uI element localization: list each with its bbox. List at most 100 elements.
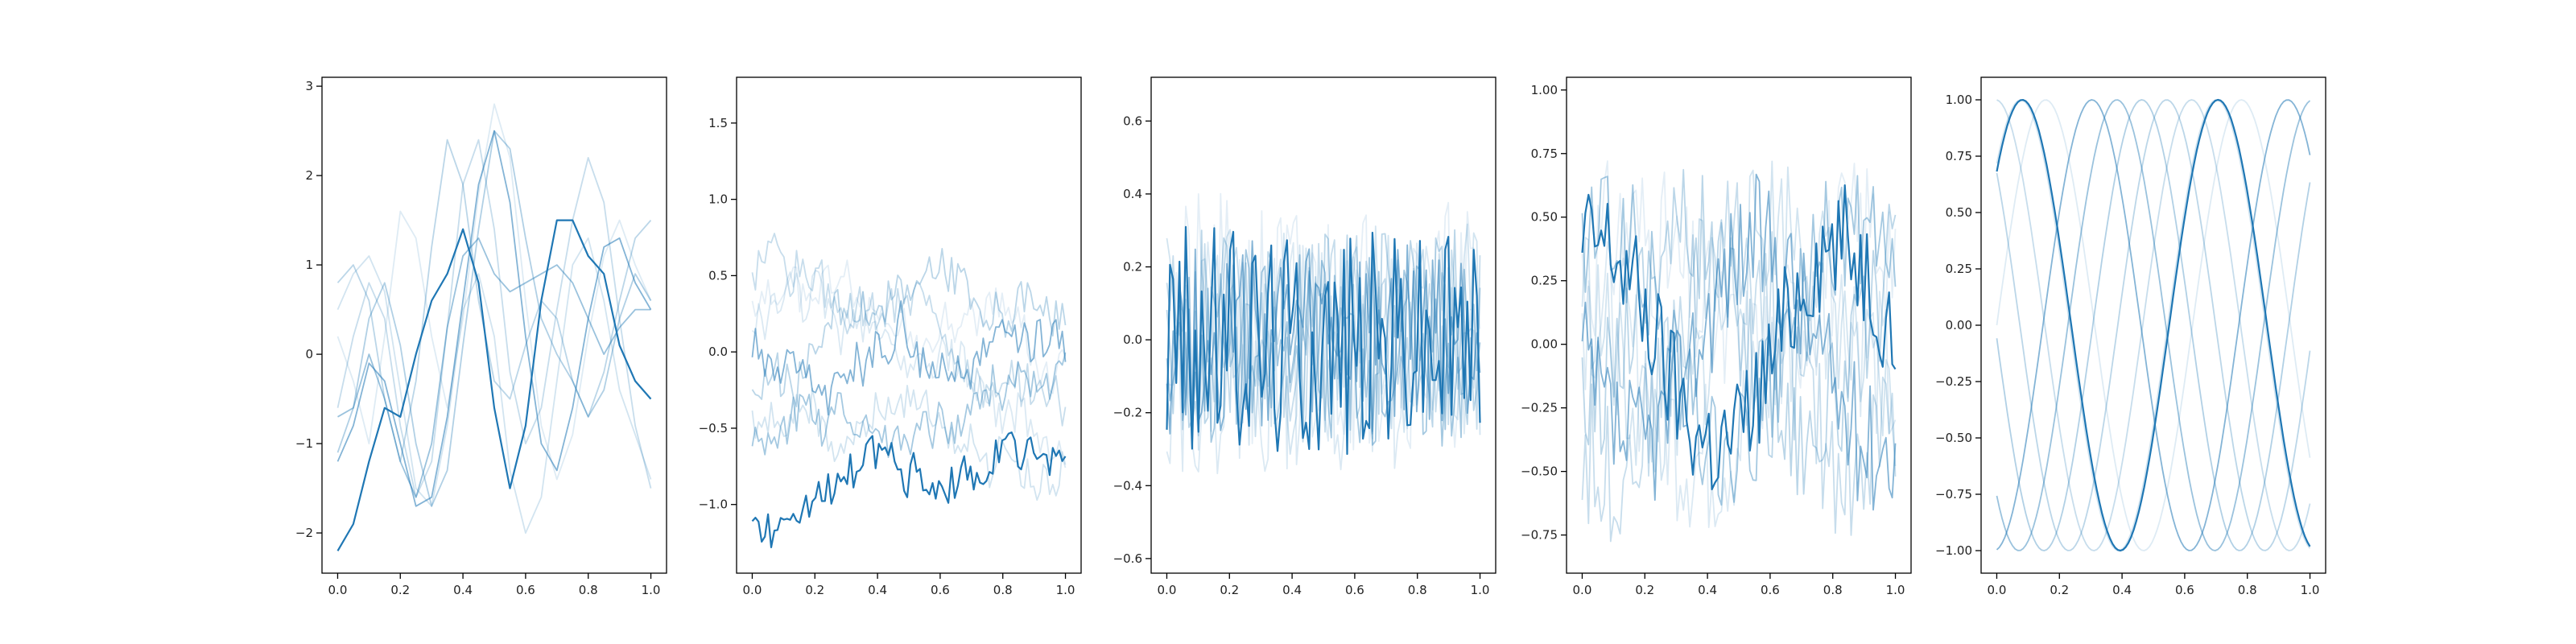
y-tick-label: 0	[305, 347, 313, 361]
x-tick-label: 0.6	[1345, 583, 1364, 597]
series-line-6	[751, 352, 1067, 458]
y-tick-label: −0.4	[1113, 478, 1142, 493]
x-tick-label: 0.2	[390, 583, 410, 597]
series-line-2	[1996, 99, 2311, 551]
series-line-1	[1581, 160, 1897, 430]
chart-panel-1: 0.0 0.2 0.4 0.6 0.8 1.0 −2 −1 0 1 2 3	[295, 76, 667, 597]
y-tick-label: −0.2	[1113, 406, 1142, 420]
y-tick-label: 0.6	[1123, 114, 1142, 128]
x-tick-label: 0.0	[1573, 583, 1592, 597]
series-line-2	[751, 269, 1067, 469]
y-tick-label: −0.50	[1935, 431, 1972, 445]
axes-frame	[1566, 76, 1912, 574]
y-tick-label: 0.0	[708, 345, 728, 359]
x-tick-label: 0.6	[931, 583, 950, 597]
y-tick-label: 0.00	[1946, 318, 1972, 332]
y-tick-label: 0.4	[1123, 187, 1142, 201]
series-line-8	[751, 431, 1067, 549]
series-group	[336, 103, 652, 551]
y-tick-label: 1	[305, 258, 313, 272]
series-line-7	[1996, 99, 2311, 551]
x-tick-label: 0.8	[1408, 583, 1427, 597]
x-tick-label: 0.6	[2175, 583, 2194, 597]
series-line-1	[1996, 99, 2311, 551]
y-tick-label: −0.25	[1521, 401, 1558, 415]
series-line-3	[751, 384, 1067, 502]
y-tick-label: 0.25	[1946, 262, 1972, 276]
x-tick-label: 0.8	[993, 583, 1013, 597]
y-tick-label: −1	[295, 436, 313, 451]
axes-frame	[1150, 76, 1496, 574]
y-tick-label: 1.0	[708, 192, 728, 207]
series-line-7	[336, 130, 652, 507]
y-tick-label: 1.00	[1531, 83, 1558, 97]
series-line-6	[1996, 99, 2311, 551]
y-tick-label: 2	[305, 168, 313, 183]
series-line-7	[1166, 240, 1481, 435]
x-tick-label: 0.2	[1220, 583, 1239, 597]
x-tick-label: 1.0	[1056, 583, 1075, 597]
x-tick-label: 0.0	[1158, 583, 1177, 597]
x-tick-label: 0.8	[2238, 583, 2257, 597]
x-tick-label: 0.6	[516, 583, 535, 597]
series-line-3	[1581, 160, 1897, 481]
y-tick-label: −2	[295, 526, 313, 540]
series-line-4	[1996, 99, 2311, 551]
series-line-7	[1581, 173, 1897, 511]
chart-panel-3: 0.0 0.2 0.4 0.6 0.8 1.0 −0.6 −0.4 −0.2 0.0 0.2 0.4 0…	[1113, 76, 1496, 597]
y-tick-label: −0.6	[1113, 551, 1142, 566]
chart-panel-5: 0.0 0.2 0.4 0.6 0.8 1.0 −1.00 −0.75 −0.50 −0.25 0.…	[1935, 76, 2326, 597]
x-tick-label: 0.4	[2112, 583, 2132, 597]
x-tick-label: 0.2	[1635, 583, 1654, 597]
y-tick-label: −0.50	[1521, 464, 1558, 479]
y-tick-label: 1.5	[708, 116, 728, 130]
x-tick-label: 1.0	[2301, 583, 2320, 597]
y-tick-label: 0.5	[708, 268, 728, 283]
y-tick-label: 0.00	[1531, 337, 1558, 352]
x-tick-label: 0.4	[453, 583, 473, 597]
series-line-7	[751, 299, 1067, 416]
x-tick-label: 0.8	[579, 583, 598, 597]
x-tick-label: 0.4	[1698, 583, 1717, 597]
y-tick-label: 0.75	[1531, 147, 1558, 161]
series-line-5	[1581, 168, 1897, 496]
y-tick-label: 0.50	[1531, 210, 1558, 225]
series-group	[751, 233, 1067, 549]
series-line-8	[1166, 225, 1481, 456]
series-line-5	[1996, 99, 2311, 551]
y-tick-label: −0.25	[1935, 374, 1972, 389]
axes-frame	[736, 76, 1082, 574]
series-group	[1166, 192, 1481, 475]
y-tick-label: −0.75	[1935, 487, 1972, 502]
y-tick-label: 0.25	[1531, 274, 1558, 288]
y-tick-label: −0.75	[1521, 528, 1558, 543]
y-tick-label: 1.00	[1946, 93, 1972, 107]
x-tick-label: 1.0	[1471, 583, 1490, 597]
series-line-1	[751, 259, 1067, 394]
x-tick-label: 0.2	[2050, 583, 2069, 597]
chart-panel-4: 0.0 0.2 0.4 0.6 0.8 1.0 −0.75 −0.50 −0.25 0.00 0.2…	[1521, 76, 1912, 597]
x-tick-label: 0.0	[743, 583, 762, 597]
series-line-8	[1996, 98, 2311, 552]
x-tick-label: 0.0	[1988, 583, 2007, 597]
series-line-8	[336, 219, 652, 551]
series-line-2	[336, 237, 652, 534]
y-tick-label: 0.50	[1946, 205, 1972, 220]
axes-frame	[321, 76, 667, 574]
series-line-3	[336, 138, 652, 498]
series-line-2	[1581, 241, 1897, 528]
series-group	[1996, 98, 2311, 552]
y-tick-label: 0.0	[1123, 332, 1142, 347]
y-tick-label: 3	[305, 79, 313, 93]
x-tick-label: 1.0	[1886, 583, 1905, 597]
series-line-3	[1996, 99, 2311, 551]
series-line-4	[751, 233, 1067, 427]
series-group	[1581, 160, 1897, 543]
series-line-8	[1581, 184, 1897, 491]
series-line-6	[337, 237, 651, 498]
series-line-5	[751, 247, 1067, 408]
x-tick-label: 0.0	[328, 583, 348, 597]
x-tick-label: 0.8	[1823, 583, 1843, 597]
x-tick-label: 1.0	[642, 583, 661, 597]
